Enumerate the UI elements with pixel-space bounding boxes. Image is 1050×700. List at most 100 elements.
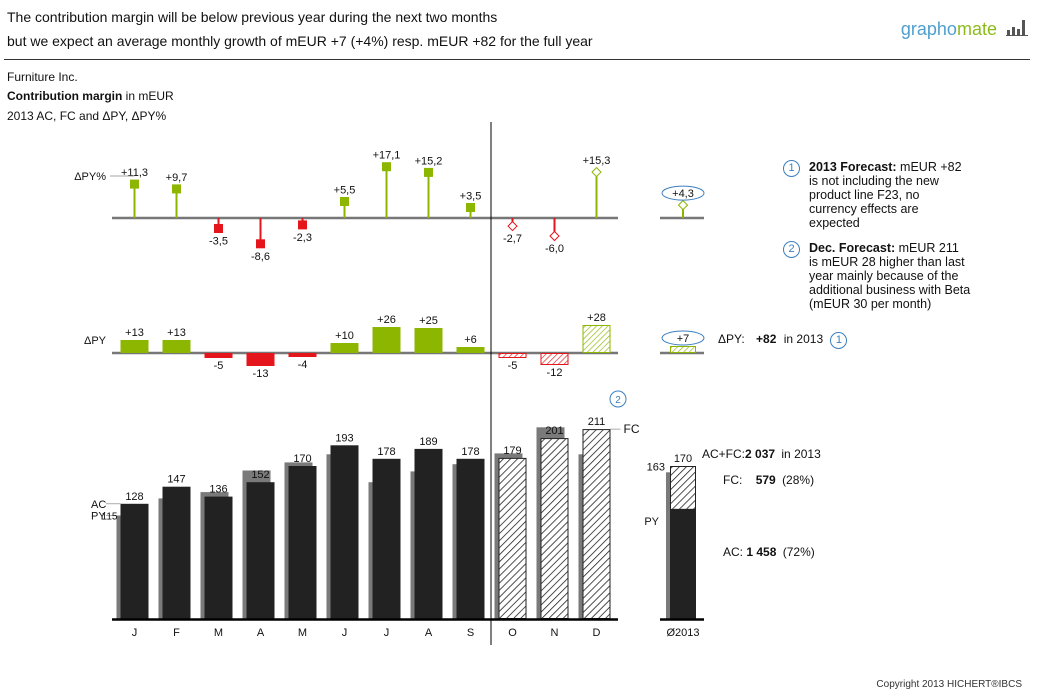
legend-fc-label: FC — [624, 422, 640, 436]
category-label: O — [508, 627, 517, 639]
avg-dpy-value-label: +7 — [677, 333, 690, 345]
fc-bar — [540, 438, 569, 619]
summary-ac-label: AC: — [723, 545, 744, 559]
summary-ac-value: 1 458 — [746, 545, 777, 559]
legend-ac-label: AC — [91, 499, 106, 511]
dpy-value-label: +10 — [335, 330, 354, 342]
note-1-title: 2013 Forecast: — [809, 160, 897, 174]
py-first-value-label: 115 — [102, 512, 118, 523]
note-1-line-1: is not including the new — [809, 174, 939, 188]
note-2-number-icon: 2 — [783, 241, 800, 258]
category-label: A — [257, 627, 265, 639]
summary-acfc: AC+FC:2 037 in 2013 — [702, 447, 821, 461]
dpy-bar — [120, 340, 149, 353]
avg-dpy-bar — [670, 346, 696, 353]
dpy-value-label: -12 — [547, 367, 563, 379]
dpy-bar — [456, 347, 485, 353]
fc-bar — [498, 457, 527, 619]
dpy-bar — [162, 340, 191, 353]
dpy-value-label: +25 — [419, 315, 438, 327]
category-label: M — [214, 627, 223, 639]
dpy-axis-label: ΔPY — [84, 335, 107, 347]
category-label: J — [342, 627, 348, 639]
ac-bar — [456, 458, 485, 619]
headline-line-1: The contribution margin will be below pr… — [7, 9, 498, 25]
brand-bars-icon — [1006, 20, 1028, 36]
summary-acfc-suffix: in 2013 — [781, 447, 821, 461]
avg-dpy-pct-marker — [677, 199, 689, 211]
dpy-pct-forecast-marker — [549, 230, 560, 242]
fc-bar — [582, 429, 611, 619]
category-label: J — [384, 627, 390, 639]
dpy-pct-marker — [466, 203, 475, 212]
category-label: N — [551, 627, 559, 639]
dpy-pct-marker — [214, 224, 223, 233]
dpy-bar — [414, 328, 443, 353]
dpy-pct-axis-label: ΔPY% — [74, 171, 106, 183]
summary-ac-pct: (72%) — [782, 545, 815, 559]
dpy-pct-forecast-marker — [507, 220, 518, 232]
note-forecast: 1 2013 Forecast: mEUR +82 is not includi… — [780, 160, 1020, 230]
ac-value-label: 178 — [377, 446, 395, 458]
measure-title: Contribution margin in mEUR — [7, 88, 174, 104]
note-2-line-1: is mEUR 28 higher than last — [809, 255, 965, 269]
ac-value-label: 201 — [545, 425, 563, 437]
dpy-pct-forecast-marker — [591, 166, 602, 178]
ac-bar — [372, 458, 401, 619]
dpy-forecast-bar — [498, 353, 527, 358]
note-2-title: Dec. Forecast: — [809, 241, 896, 255]
note-1-line-3: currency effects are — [809, 202, 919, 216]
summary-fc-pct: (28%) — [782, 473, 815, 487]
company-name: Furniture Inc. — [7, 70, 78, 84]
summary-dpy-note-icon: 1 — [830, 332, 848, 349]
category-label: S — [467, 627, 474, 639]
copyright: Copyright 2013 HICHERT®IBCS — [876, 679, 1022, 690]
measure-name: Contribution margin — [7, 89, 123, 103]
summary-dpy-value: +82 — [756, 332, 777, 346]
category-label: J — [132, 627, 138, 639]
dpy-value-label: +13 — [125, 327, 144, 339]
note-2-first: mEUR 211 — [898, 241, 959, 255]
summary-ac: AC: 1 458 (72%) — [723, 545, 815, 559]
ac-value-label: 147 — [167, 474, 185, 486]
ac-bar — [288, 466, 317, 619]
dpy-pct-value-label: +11,3 — [121, 167, 148, 179]
category-label: D — [593, 627, 601, 639]
dpy-pct-marker — [382, 162, 391, 172]
dpy-bar — [246, 353, 275, 366]
avg-category-label: Ø2013 — [666, 627, 699, 639]
summary-fc-value: 579 — [755, 473, 776, 487]
dpy-bar — [372, 327, 401, 353]
dpy-value-label: -5 — [214, 360, 224, 372]
ac-value-label: 178 — [461, 446, 479, 458]
summary-acfc-value: 2 037 — [745, 447, 776, 461]
summary-dpy-label: ΔPY: — [718, 332, 745, 346]
ac-bar — [414, 448, 443, 619]
avg-acfc-value-label: 170 — [674, 453, 692, 465]
note-1-number-icon: 1 — [783, 160, 800, 177]
headline-line-2: but we expect an average monthly growth … — [7, 33, 593, 49]
note-1-line-4: expected — [809, 216, 860, 230]
dpy-bar — [330, 343, 359, 353]
dpy-value-label: -5 — [508, 360, 518, 372]
dpy-pct-value-label: +5,5 — [334, 185, 356, 197]
dpy-pct-value-label: +3,5 — [460, 191, 482, 203]
summary-fc: FC: 579 (28%) — [723, 473, 814, 487]
dpy-value-label: -4 — [298, 359, 308, 371]
note-2-line-3: additional business with Beta — [809, 283, 971, 297]
ac-value-label: 170 — [293, 453, 311, 465]
dpy-pct-marker — [172, 184, 181, 194]
ac-bar — [246, 482, 275, 619]
category-label: F — [173, 627, 180, 639]
avg-py-value-label: 163 — [647, 461, 665, 473]
dpy-value-label: +6 — [464, 334, 477, 346]
dpy-pct-value-label: -2,3 — [293, 232, 312, 244]
summary-dpy-suffix: in 2013 — [783, 332, 824, 346]
note-1-first: mEUR +82 — [900, 160, 962, 174]
summary-dpy: ΔPY: +82 in 2013 1 — [718, 332, 848, 349]
dec-note-marker-icon — [609, 390, 627, 408]
dec-note-marker-number: 2 — [615, 395, 621, 406]
dpy-value-label: +13 — [167, 327, 186, 339]
dpy-pct-value-label: +15,2 — [415, 155, 443, 167]
